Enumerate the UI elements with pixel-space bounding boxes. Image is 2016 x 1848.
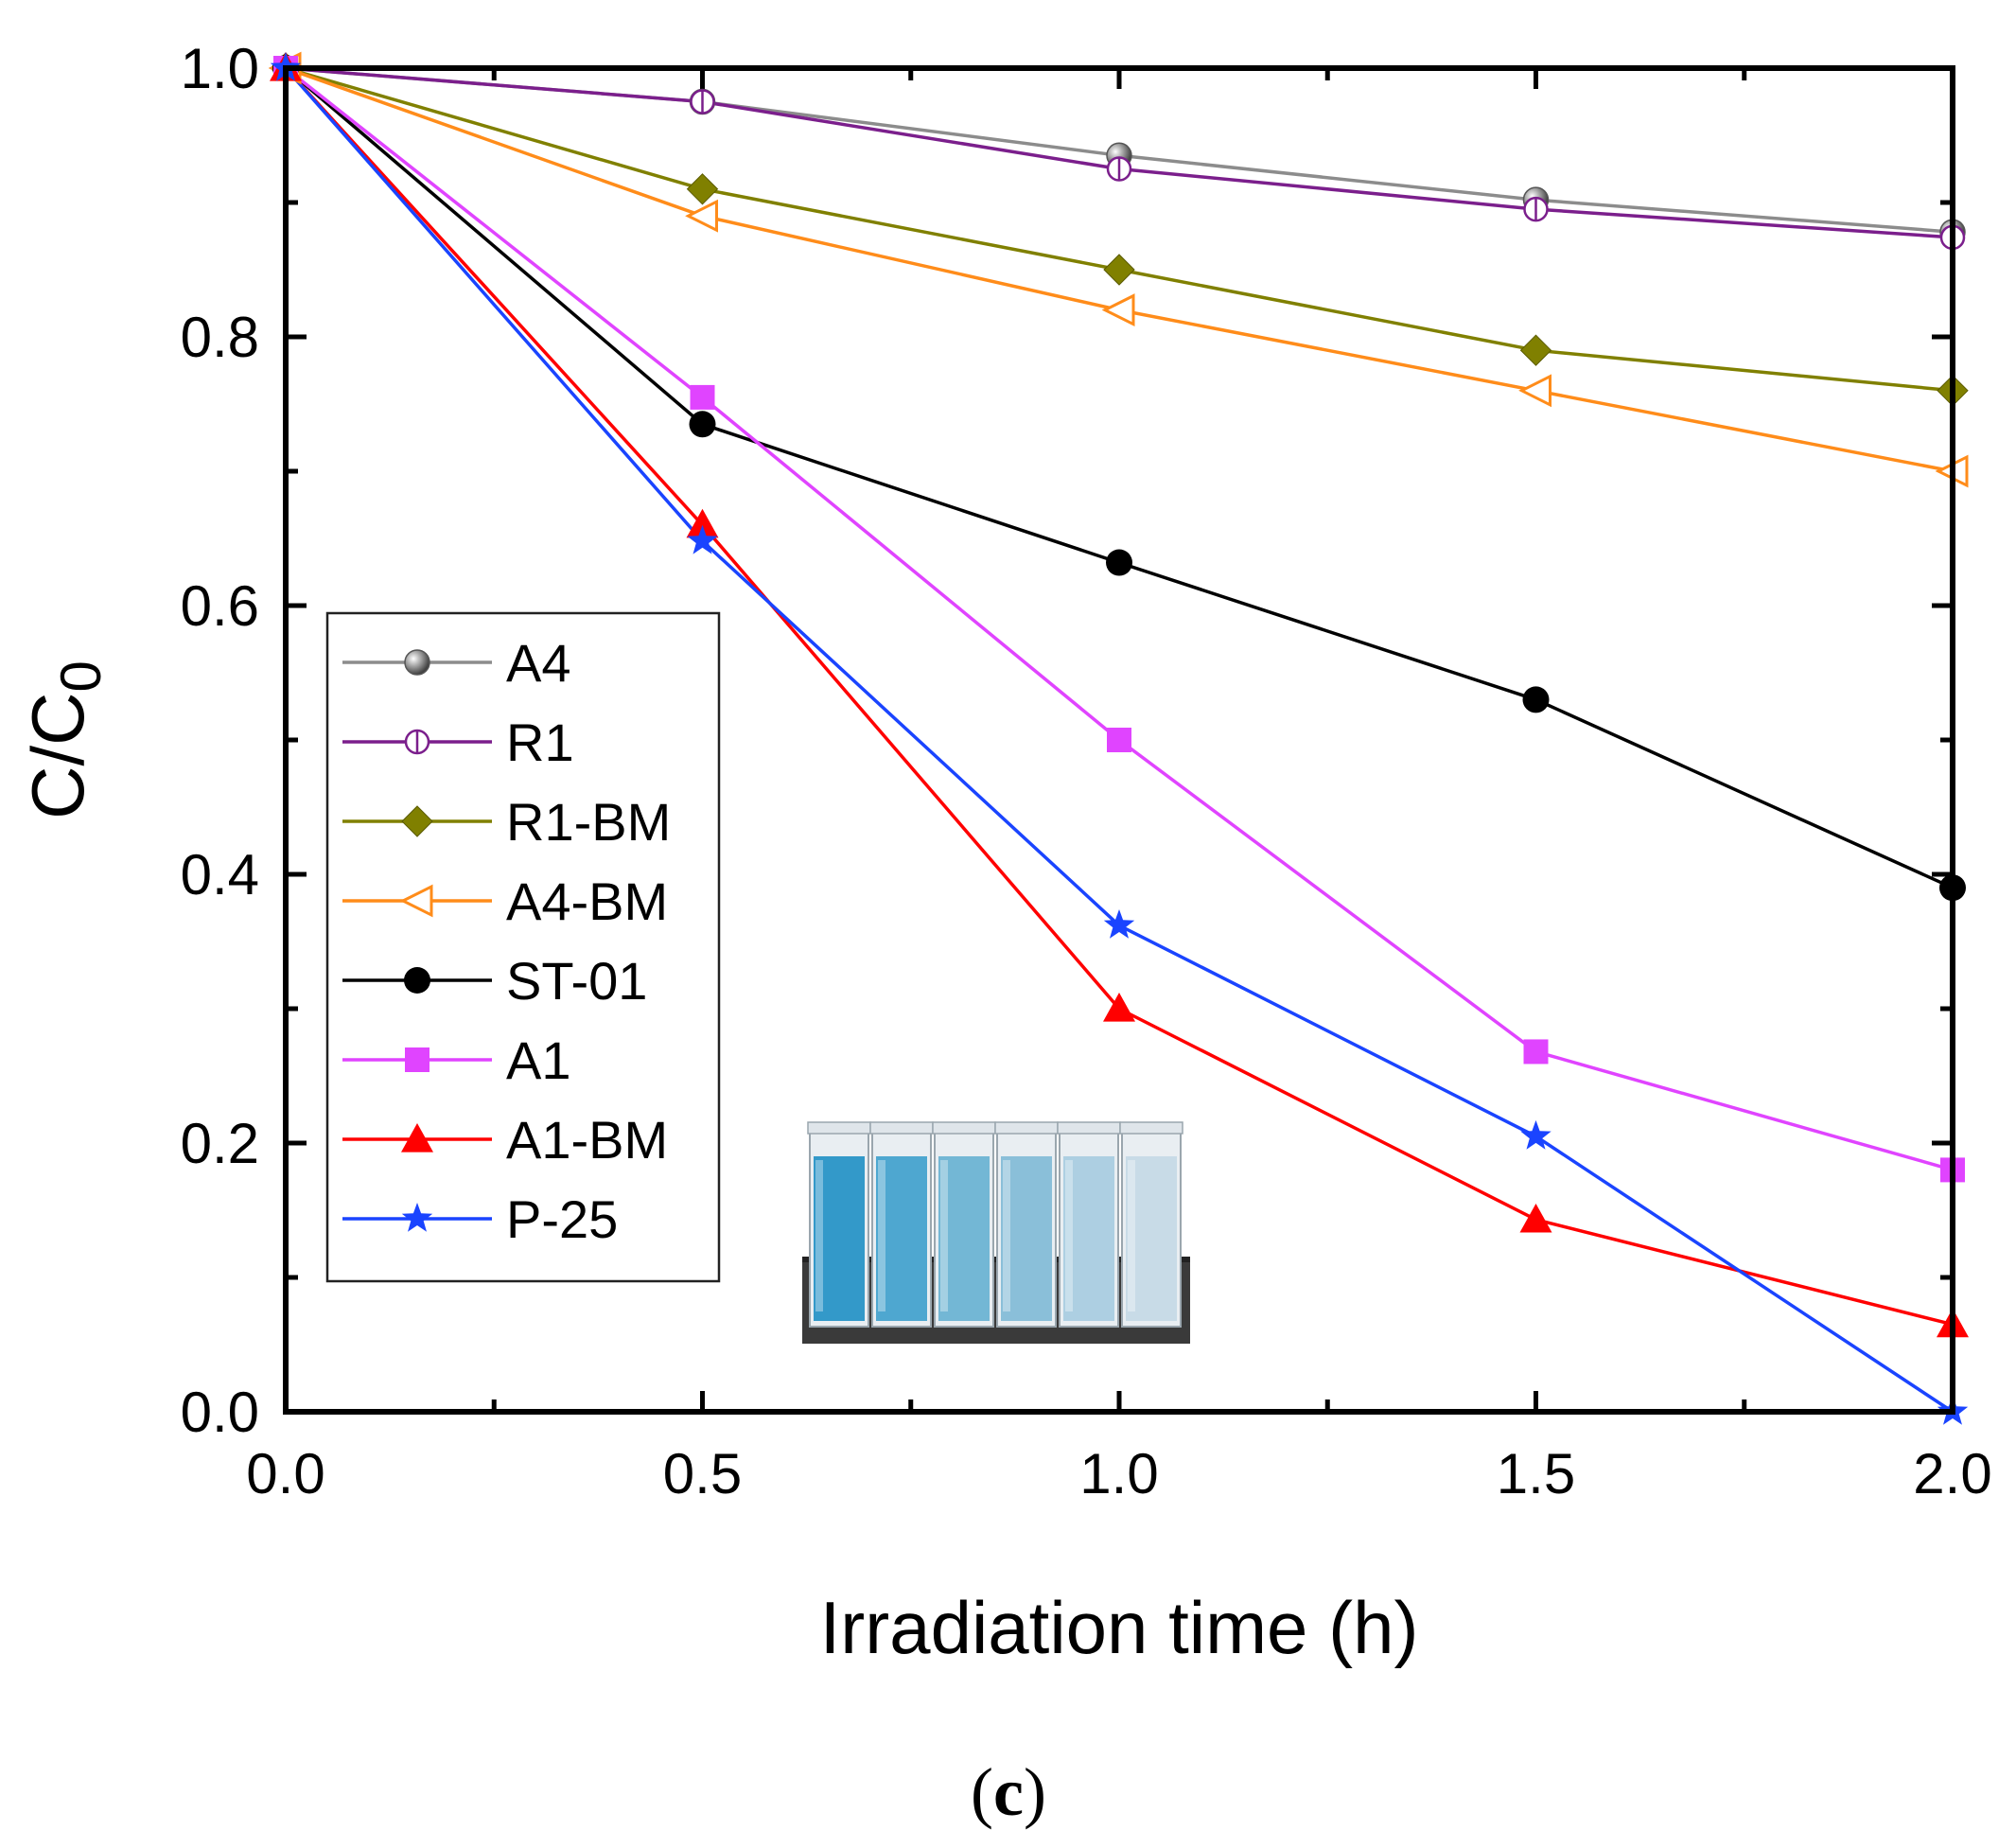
legend-entry-a1-bm: A1-BM bbox=[342, 1110, 668, 1170]
data-point-r1 bbox=[1523, 196, 1549, 222]
legend: A4 R1 R1-BM A4-BM ST-01 A1 A1-BM P-25 bbox=[325, 611, 721, 1283]
cuvette bbox=[1119, 1121, 1183, 1328]
legend-marker bbox=[401, 1203, 433, 1232]
inset-cuvette-photo bbox=[802, 1058, 1190, 1344]
data-point-st-01 bbox=[1106, 549, 1132, 576]
data-point-a4-bm bbox=[1101, 293, 1135, 327]
data-point-a1 bbox=[1107, 728, 1131, 752]
cuvette bbox=[994, 1121, 1059, 1328]
legend-label: A4-BM bbox=[506, 871, 668, 931]
data-point-st-01 bbox=[1522, 686, 1550, 713]
x-tick-label: 0.5 bbox=[663, 1442, 742, 1505]
data-point-a1-bm bbox=[1103, 993, 1135, 1022]
legend-marker bbox=[404, 967, 430, 994]
cuvette bbox=[807, 1121, 871, 1328]
legend-label: A1-BM bbox=[506, 1110, 668, 1170]
data-point-r1-bm bbox=[1519, 334, 1552, 366]
legend-entry-r1: R1 bbox=[342, 713, 574, 772]
data-point-st-01 bbox=[689, 411, 716, 438]
x-tick-label: 1.5 bbox=[1497, 1442, 1575, 1505]
legend-entries: A4 R1 R1-BM A4-BM ST-01 A1 A1-BM P-25 bbox=[342, 633, 671, 1249]
legend-marker bbox=[404, 649, 430, 676]
data-point-r1 bbox=[1106, 156, 1132, 182]
data-point-a4-bm bbox=[685, 199, 718, 233]
legend-entry-a4-bm: A4-BM bbox=[342, 871, 668, 931]
svg-text:C/C0: C/C0 bbox=[16, 660, 113, 819]
y-axis-title-sub: 0 bbox=[49, 660, 113, 692]
x-tick-label: 1.0 bbox=[1079, 1442, 1158, 1505]
legend-label: R1-BM bbox=[506, 792, 671, 852]
data-point-a1-bm bbox=[686, 508, 719, 538]
legend-marker bbox=[405, 1047, 429, 1072]
legend-marker bbox=[399, 884, 433, 918]
panel-label-close: ) bbox=[1024, 1754, 1046, 1830]
legend-box bbox=[325, 611, 721, 1283]
legend-label: R1 bbox=[506, 713, 574, 772]
legend-marker bbox=[404, 729, 430, 755]
panel-label-letter: c bbox=[993, 1754, 1024, 1830]
y-tick-label: 0.0 bbox=[181, 1381, 259, 1444]
legend-entry-a4: A4 bbox=[342, 633, 571, 693]
data-point-a1 bbox=[1523, 1039, 1549, 1065]
y-axis-title-main: C/C bbox=[16, 693, 99, 819]
y-tick-label: 0.2 bbox=[181, 1112, 259, 1175]
y-tick-label: 0.8 bbox=[181, 306, 259, 369]
panel-label: (c) bbox=[971, 1754, 1046, 1830]
cuvette bbox=[869, 1121, 934, 1328]
legend-marker bbox=[401, 805, 433, 837]
tick-labels: 0.0 0.5 1.0 1.5 2.0 0.0 0.2 0.4 0.6 0.8 1.0 bbox=[181, 37, 1992, 1505]
legend-marker bbox=[401, 1123, 433, 1153]
legend-entry-st-01: ST-01 bbox=[342, 951, 647, 1011]
legend-label: A1 bbox=[506, 1030, 571, 1090]
data-point-p-25 bbox=[1103, 909, 1135, 939]
legend-label: P-25 bbox=[506, 1189, 618, 1249]
y-tick-label: 0.4 bbox=[181, 843, 259, 906]
panel-label-open: ( bbox=[971, 1754, 993, 1830]
data-point-r1-bm bbox=[1103, 254, 1135, 286]
data-point-p-25 bbox=[687, 524, 718, 554]
x-axis-title: Irradiation time (h) bbox=[820, 1586, 1419, 1669]
legend-label: A4 bbox=[506, 633, 571, 693]
plot-frame bbox=[283, 65, 1955, 1415]
cuvette bbox=[932, 1121, 996, 1328]
data-point-r1-bm bbox=[686, 173, 719, 205]
cuvette bbox=[1057, 1121, 1121, 1328]
data-point-a4-bm bbox=[1518, 374, 1551, 408]
y-tick-label: 0.6 bbox=[181, 574, 259, 638]
data-point-r1 bbox=[690, 89, 715, 114]
data-point-a1-bm bbox=[1519, 1203, 1552, 1233]
x-tick-label: 2.0 bbox=[1913, 1442, 1991, 1505]
legend-entry-a1: A1 bbox=[342, 1030, 571, 1090]
y-tick-label: 1.0 bbox=[181, 37, 259, 100]
cuvette-group bbox=[807, 1121, 1183, 1328]
legend-entry-p-25: P-25 bbox=[342, 1189, 618, 1249]
y-axis-title: C/C0 bbox=[16, 660, 113, 819]
legend-entry-r1-bm: R1-BM bbox=[342, 792, 671, 852]
x-tick-label: 0.0 bbox=[246, 1442, 324, 1505]
legend-label: ST-01 bbox=[506, 951, 647, 1011]
data-point-p-25 bbox=[1520, 1119, 1551, 1150]
data-point-a1 bbox=[690, 384, 715, 410]
